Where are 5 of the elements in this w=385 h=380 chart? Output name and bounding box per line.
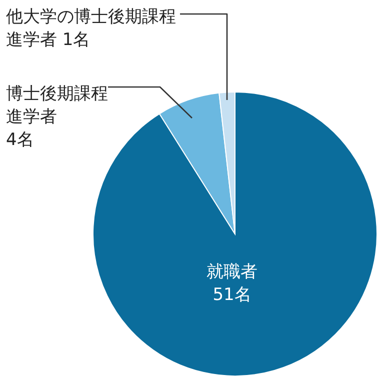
slice-label: 他大学の博士後期課程進学者 1名 <box>6 7 176 50</box>
slice-label: 就職者 <box>206 262 258 282</box>
data-label: 4名 <box>6 130 34 150</box>
data-label: 51名 <box>212 285 252 305</box>
slice-label: 博士後期課程進学者 <box>6 84 108 127</box>
